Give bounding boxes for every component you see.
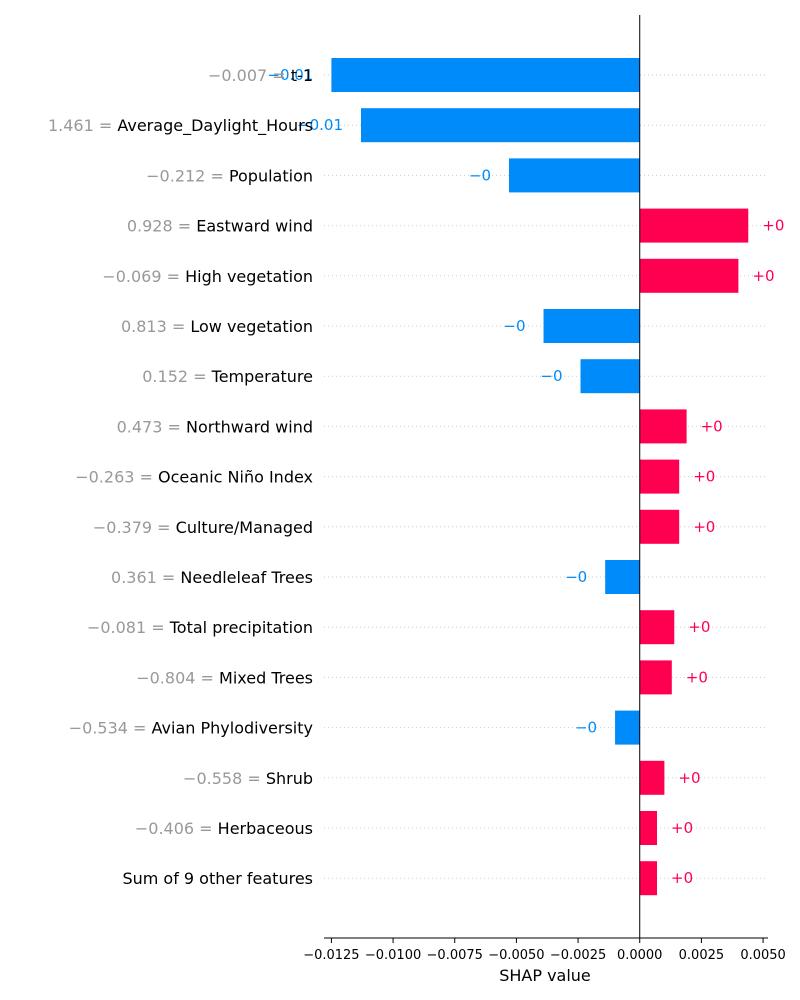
feature-label: 0.473 = Northward wind (117, 417, 313, 436)
feature-value: 0.813 = (121, 317, 190, 336)
bar-value-label: −0.01 (297, 116, 343, 134)
x-tick-label: 0.0050 (740, 948, 786, 963)
positive-bar (639, 258, 739, 293)
bar-value-label: −0 (540, 367, 562, 385)
feature-label: Sum of 9 other features (122, 869, 313, 888)
feature-value: 0.473 = (117, 417, 186, 436)
positive-bar (639, 660, 672, 695)
bar-value-label: +0 (671, 819, 693, 837)
x-axis: −0.0125 −0.0100 −0.0075 −0.0050 −0.0025 0.000… (303, 15, 786, 963)
feature-name: Shrub (266, 769, 313, 788)
feature-label: −0.069 = High vegetation (102, 267, 313, 286)
positive-bar (639, 610, 675, 645)
x-tick-label: −0.0075 (427, 948, 483, 963)
feature-label: −0.804 = Mixed Trees (136, 668, 313, 687)
feature-label: 1.461 = Average_Daylight_Hours (48, 116, 313, 136)
x-tick-label: −0.0025 (550, 948, 606, 963)
feature-name: Northward wind (186, 417, 313, 436)
bar-value-label: +0 (752, 267, 774, 285)
x-tick-label: −0.0100 (365, 948, 421, 963)
x-tick-label: 0.0025 (679, 948, 725, 963)
feature-label: 0.361 = Needleleaf Trees (111, 568, 313, 587)
bar-value-label: +0 (678, 769, 700, 787)
feature-value: −0.534 = (69, 719, 152, 738)
feature-name: Sum of 9 other features (122, 869, 313, 888)
negative-bar (605, 560, 640, 594)
feature-name: Average_Daylight_Hours (117, 116, 313, 136)
feature-value: −0.804 = (136, 668, 219, 687)
feature-name: Oceanic Niño Index (158, 468, 313, 487)
x-tick-label: −0.0125 (303, 948, 359, 963)
feature-name: Mixed Trees (219, 668, 313, 687)
feature-name: Needleleaf Trees (180, 568, 313, 587)
feature-value: −0.069 = (102, 267, 185, 286)
feature-label: −0.007 = t-1 (208, 66, 313, 85)
bar-value-label: +0 (693, 468, 715, 486)
feature-value: −0.212 = (146, 166, 229, 185)
feature-label: 0.152 = Temperature (142, 367, 313, 386)
x-tick-label: −0.0050 (488, 948, 544, 963)
feature-label: −0.263 = Oceanic Niño Index (75, 468, 313, 487)
negative-bar (615, 710, 640, 745)
feature-name: Total precipitation (169, 618, 313, 637)
feature-value: −0.379 = (93, 518, 176, 537)
feature-label: −0.558 = Shrub (183, 769, 313, 788)
positive-bar (639, 760, 665, 795)
bar-value-label: +0 (693, 518, 715, 536)
positive-bar (639, 208, 749, 243)
bar-value-label: +0 (686, 668, 708, 686)
feature-name: Low vegetation (190, 317, 313, 336)
negative-bar (543, 309, 640, 343)
feature-label: −0.212 = Population (146, 166, 313, 185)
feature-value: −0.081 = (87, 618, 170, 637)
feature-label: 0.928 = Eastward wind (127, 217, 313, 236)
bars: −0.01 −0.01 −0 +0 +0 −0 −0 +0 +0 +0 −0 +0 +0 −0 +0 +0 +0 (267, 58, 784, 896)
feature-name: Avian Phylodiversity (152, 719, 313, 738)
positive-bar (639, 861, 657, 896)
feature-name: Herbaceous (218, 819, 313, 838)
feature-value: −0.406 = (135, 819, 218, 838)
feature-value: 0.361 = (111, 568, 180, 587)
bar-value-label: +0 (762, 217, 784, 235)
bar-value-label: −0 (503, 317, 525, 335)
feature-value: 1.461 = (48, 116, 117, 135)
feature-label: −0.081 = Total precipitation (87, 618, 313, 637)
x-tick-label: 0.0000 (617, 948, 663, 963)
feature-name: t-1 (291, 66, 313, 85)
positive-bar (639, 509, 680, 544)
positive-bar (639, 409, 687, 444)
feature-value: −0.007 = (208, 66, 291, 85)
feature-labels: −0.007 = t-1 1.461 = Average_Daylight_Hou… (48, 66, 313, 888)
bar-value-label: +0 (701, 417, 723, 435)
bar-value-label: −0.01 (267, 66, 313, 84)
feature-value: −0.558 = (183, 769, 266, 788)
negative-bar (509, 158, 640, 193)
bar-value-label: +0 (671, 869, 693, 887)
feature-label: −0.379 = Culture/Managed (93, 518, 313, 537)
feature-value: 0.928 = (127, 217, 196, 236)
feature-name: Temperature (211, 367, 313, 386)
feature-value: 0.152 = (142, 367, 211, 386)
feature-label: −0.406 = Herbaceous (135, 819, 313, 838)
negative-bar (580, 359, 640, 394)
bar-value-label: −0 (469, 166, 491, 184)
feature-label: 0.813 = Low vegetation (121, 317, 313, 336)
bar-value-label: −0 (565, 568, 587, 586)
negative-bar (331, 58, 640, 92)
bar-value-label: −0 (575, 719, 597, 737)
bar-value-label: +0 (688, 618, 710, 636)
feature-name: High vegetation (185, 267, 313, 286)
feature-name: Culture/Managed (176, 518, 313, 537)
feature-value: −0.263 = (75, 468, 158, 487)
positive-bar (639, 459, 680, 494)
feature-name: Population (229, 166, 313, 185)
positive-bar (639, 811, 657, 845)
feature-name: Eastward wind (196, 217, 313, 236)
x-axis-title: SHAP value (499, 966, 591, 985)
feature-label: −0.534 = Avian Phylodiversity (69, 719, 313, 738)
negative-bar (361, 108, 640, 143)
